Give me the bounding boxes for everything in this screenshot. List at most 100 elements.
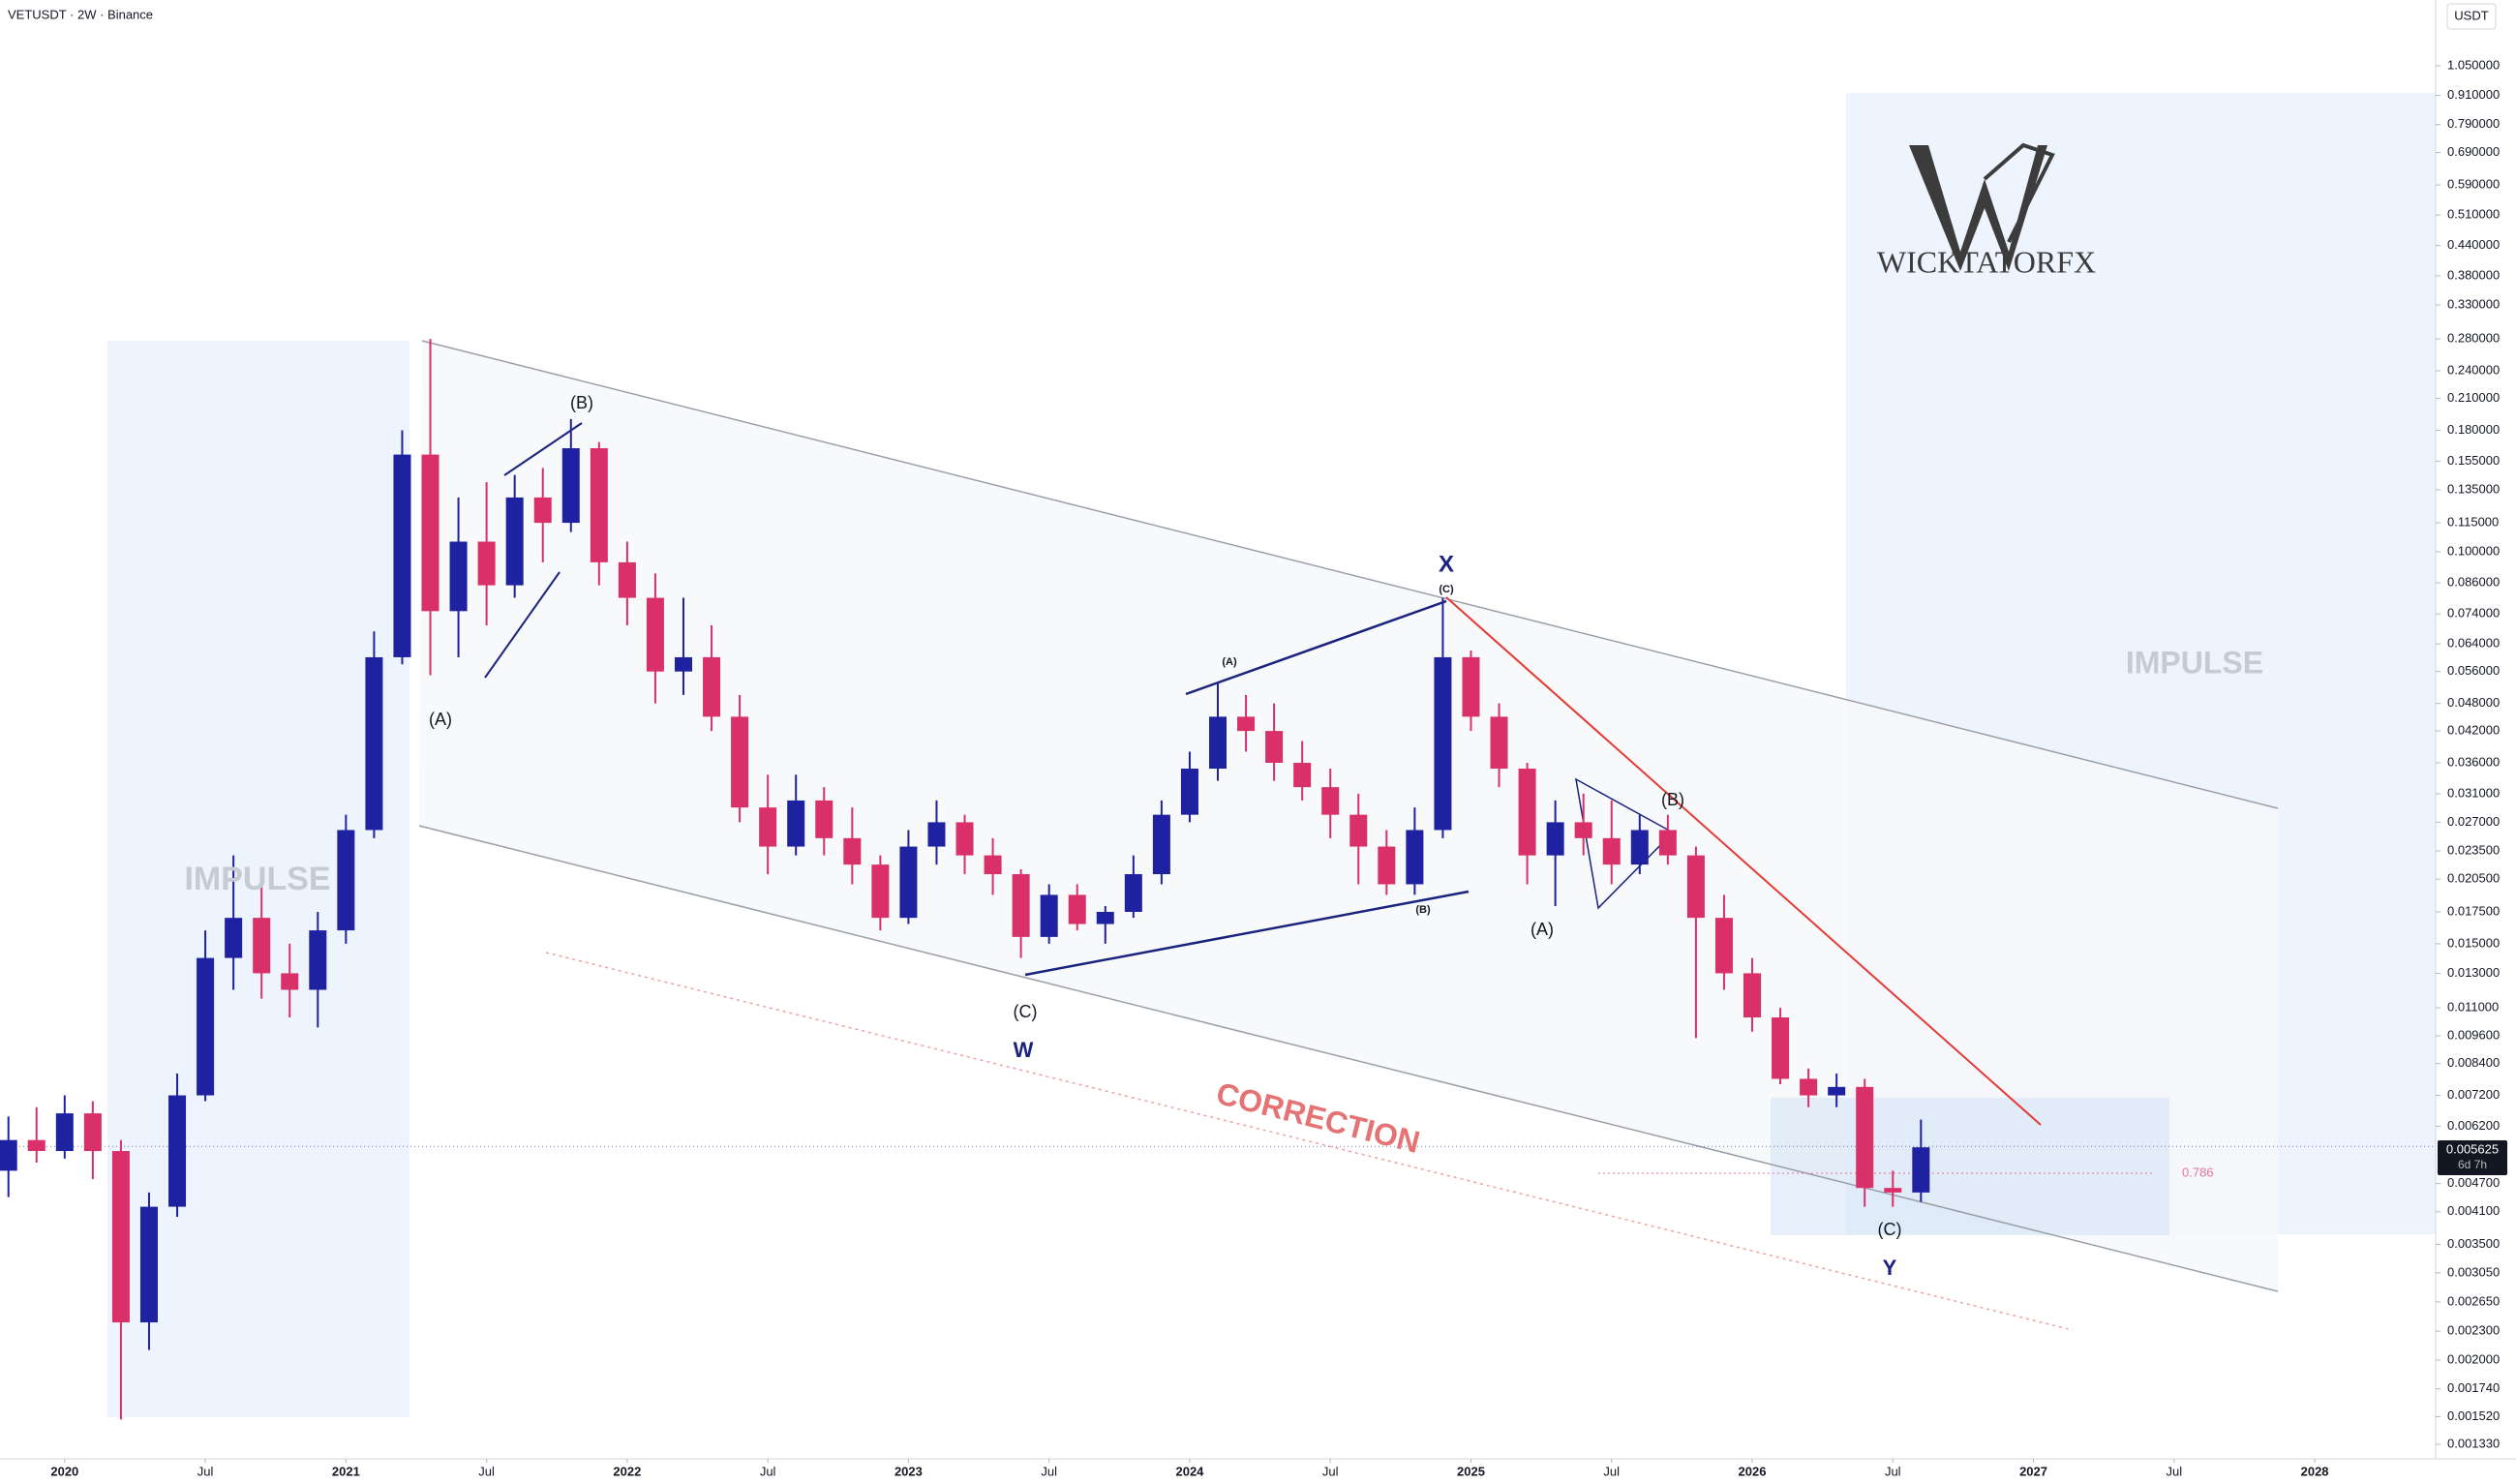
candle-body xyxy=(561,448,580,524)
y-tick-label: 0.001740 xyxy=(2447,1380,2500,1395)
annotation: W xyxy=(1014,1038,1034,1062)
candle-body xyxy=(1040,894,1058,937)
wedge-line xyxy=(503,422,583,476)
x-tick-label: 2027 xyxy=(2019,1464,2047,1478)
candle-body xyxy=(421,454,440,612)
y-tick-label: 0.002300 xyxy=(2447,1323,2500,1338)
y-tick-label: 0.001330 xyxy=(2447,1436,2500,1450)
y-tick-label: 0.240000 xyxy=(2447,362,2500,377)
chart-title: VETUSDT · 2W · Binance xyxy=(8,7,153,21)
triangle-line xyxy=(1024,890,1470,977)
candle-body xyxy=(731,716,749,808)
candle-body xyxy=(281,973,299,990)
y-tick-label: 0.004100 xyxy=(2447,1203,2500,1218)
candles xyxy=(0,339,1930,1420)
triangle-line xyxy=(1185,599,1447,696)
candle-body xyxy=(1828,1086,1846,1096)
candle-body xyxy=(1068,894,1086,924)
candle-body xyxy=(1714,918,1733,974)
candle-body xyxy=(1462,656,1480,717)
candle-body xyxy=(815,800,834,838)
x-tick-label: Jul xyxy=(1041,1464,1057,1478)
trend-line xyxy=(1445,596,2042,1126)
y-tick-label: 0.015000 xyxy=(2447,935,2500,950)
y-tick-label: 0.590000 xyxy=(2447,176,2500,191)
wedge-line xyxy=(484,571,561,679)
annotation: Y xyxy=(1883,1256,1897,1280)
y-tick-label: 0.007200 xyxy=(2447,1087,2500,1102)
candle-body xyxy=(1856,1086,1874,1189)
x-tick-label: 2028 xyxy=(2301,1464,2329,1478)
annotation: (A) xyxy=(429,710,452,729)
candle-body xyxy=(984,855,1002,875)
candle-body xyxy=(899,846,918,919)
y-tick-label: 0.086000 xyxy=(2447,575,2500,590)
y-tick-label: 0.180000 xyxy=(2447,422,2500,437)
annotation: (A) xyxy=(1531,920,1554,939)
y-tick-label: 0.074000 xyxy=(2447,606,2500,621)
candle-body xyxy=(1574,822,1592,838)
candle-body xyxy=(1490,716,1508,770)
candle-body xyxy=(1884,1188,1902,1193)
candle-body xyxy=(1012,874,1030,937)
x-tick-label: Jul xyxy=(1322,1464,1339,1478)
currency-box xyxy=(2446,3,2497,30)
annotation: (A) xyxy=(1222,656,1237,668)
annotation: (B) xyxy=(1661,790,1684,809)
candle-body xyxy=(1349,814,1368,847)
x-tick-label: Jul xyxy=(197,1464,214,1478)
candle-body xyxy=(225,918,243,958)
y-tick-label: 0.048000 xyxy=(2447,695,2500,710)
y-tick-label: 0.036000 xyxy=(2447,754,2500,769)
candle-body xyxy=(1518,769,1536,856)
countdown: 6d 7h xyxy=(2458,1158,2487,1171)
candle-body xyxy=(1800,1078,1818,1096)
y-tick-label: 0.440000 xyxy=(2447,237,2500,252)
currency: USDT xyxy=(2454,8,2488,22)
dotted-line xyxy=(545,952,2074,1331)
y-tick-label: 0.003050 xyxy=(2447,1264,2500,1279)
x-tick-label: 2025 xyxy=(1457,1464,1485,1478)
channel-fill xyxy=(419,341,2278,1291)
y-tick-label: 0.510000 xyxy=(2447,207,2500,222)
candle-body xyxy=(590,448,608,562)
annotation: IMPULSE xyxy=(184,861,330,897)
y-tick-label: 0.003500 xyxy=(2447,1236,2500,1251)
y-tick-label: 0.690000 xyxy=(2447,144,2500,159)
candle-body xyxy=(759,807,777,847)
candle-body xyxy=(1096,911,1114,924)
triangle xyxy=(1574,777,1675,910)
candle-body xyxy=(1912,1147,1930,1193)
x-tick-label: Jul xyxy=(478,1464,495,1478)
candle-body xyxy=(1293,762,1312,788)
candle-body xyxy=(1237,716,1256,732)
y-tick-label: 0.002000 xyxy=(2447,1351,2500,1366)
y-tick-label: 0.380000 xyxy=(2447,267,2500,282)
annotation: X xyxy=(1439,551,1454,577)
candle-body xyxy=(337,830,355,931)
candle-body xyxy=(871,864,890,919)
candle-body xyxy=(505,497,524,586)
candle-body xyxy=(0,1139,17,1171)
candle-body xyxy=(1152,814,1170,875)
candle-body xyxy=(533,497,552,524)
y-tick-label: 0.004700 xyxy=(2447,1175,2500,1190)
logo: WICKTATORFX xyxy=(1877,142,2096,279)
x-tick-label: 2023 xyxy=(894,1464,923,1478)
candle-body xyxy=(1321,787,1340,815)
y-tick-label: 0.023500 xyxy=(2447,842,2500,857)
x-tick-label: Jul xyxy=(1603,1464,1620,1478)
x-tick-label: 2024 xyxy=(1175,1464,1204,1478)
annotation: (C) xyxy=(1439,584,1454,595)
candle-body xyxy=(1265,731,1284,763)
candle-body xyxy=(843,837,862,865)
candle-body xyxy=(703,656,721,717)
x-tick-label: 2020 xyxy=(50,1464,78,1478)
y-tick-label: 0.115000 xyxy=(2447,515,2499,530)
annotation: (B) xyxy=(570,393,593,412)
y-tick-label: 0.135000 xyxy=(2447,481,2500,496)
candle-body xyxy=(55,1113,74,1152)
x-tick-label: Jul xyxy=(1885,1464,1901,1478)
candle-body xyxy=(618,561,636,598)
